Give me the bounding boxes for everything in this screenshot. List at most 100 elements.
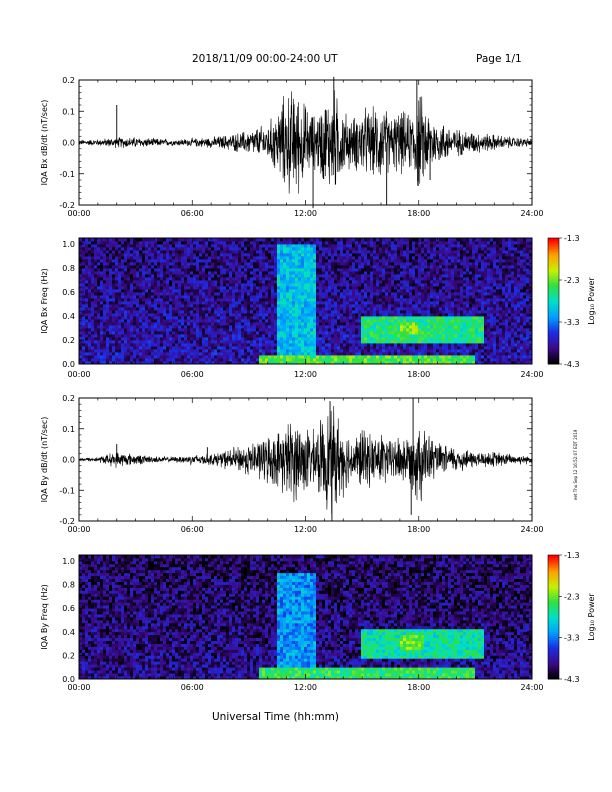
heatmap-cell [130, 304, 134, 308]
heatmap-cell [229, 358, 233, 362]
heatmap-cell [154, 256, 158, 260]
heatmap-cell [346, 298, 350, 302]
heatmap-cell [325, 325, 329, 329]
heatmap-cell [196, 322, 200, 326]
heatmap-cell [130, 307, 134, 311]
heatmap-cell [430, 352, 434, 356]
heatmap-cell [388, 334, 392, 338]
heatmap-cell [229, 283, 233, 287]
heatmap-cell [418, 358, 422, 362]
heatmap-cell [319, 325, 323, 329]
heatmap-cell [244, 262, 248, 266]
heatmap-cell [367, 268, 371, 272]
heatmap-cell [181, 268, 185, 272]
heatmap-cell [394, 325, 398, 329]
heatmap-cell [196, 301, 200, 305]
heatmap-cell [208, 253, 212, 257]
heatmap-cell [235, 319, 239, 323]
heatmap-cell [85, 313, 89, 317]
heatmap-cell [427, 277, 431, 281]
heatmap-cell [364, 358, 368, 362]
heatmap-cell [334, 349, 338, 353]
heatmap-cell [160, 280, 164, 284]
heatmap-cell [136, 328, 140, 332]
heatmap-cell [262, 307, 266, 311]
heatmap-cell [265, 277, 269, 281]
heatmap-cell [148, 286, 152, 290]
heatmap-cell [127, 259, 131, 263]
heatmap-cell [271, 259, 275, 263]
heatmap-cell [241, 310, 245, 314]
heatmap-cell [118, 304, 122, 308]
heatmap-cell [220, 325, 224, 329]
heatmap-cell [100, 250, 104, 254]
heatmap-cell [376, 316, 380, 320]
heatmap-cell [229, 256, 233, 260]
heatmap-cell [88, 295, 92, 299]
heatmap-cell [418, 262, 422, 266]
heatmap-cell [151, 274, 155, 278]
heatmap-cell [115, 268, 119, 272]
heatmap-cell [109, 322, 113, 326]
heatmap-cell [316, 250, 320, 254]
heatmap-cell [82, 325, 86, 329]
heatmap-cell [97, 334, 101, 338]
heatmap-cell [151, 286, 155, 290]
heatmap-cell [250, 352, 254, 356]
heatmap-cell [178, 289, 182, 293]
heatmap-cell [394, 316, 398, 320]
heatmap-cell [388, 238, 392, 242]
heatmap-cell [385, 298, 389, 302]
heatmap-cell [391, 304, 395, 308]
heatmap-cell [268, 358, 272, 362]
heatmap-cell [229, 361, 233, 365]
heatmap-cell [250, 331, 254, 335]
heatmap-cell [181, 334, 185, 338]
heatmap-cell [151, 238, 155, 242]
heatmap-cell [202, 334, 206, 338]
heatmap-cell [133, 253, 137, 257]
heatmap-cell [343, 280, 347, 284]
heatmap-cell [268, 253, 272, 257]
heatmap-cell [364, 313, 368, 317]
heatmap-cell [394, 262, 398, 266]
heatmap-cell [346, 274, 350, 278]
heatmap-cell [187, 238, 191, 242]
heatmap-cell [136, 319, 140, 323]
heatmap-cell [97, 337, 101, 341]
heatmap-cell [79, 328, 83, 332]
heatmap-cell [139, 334, 143, 338]
heatmap-cell [358, 307, 362, 311]
heatmap-cell [292, 259, 296, 263]
heatmap-cell [223, 337, 227, 341]
heatmap-cell [250, 346, 254, 350]
heatmap-cell [127, 355, 131, 359]
heatmap-cell [235, 301, 239, 305]
heatmap-cell [214, 304, 218, 308]
heatmap-cell [310, 349, 314, 353]
heatmap-cell [304, 322, 308, 326]
heatmap-cell [334, 328, 338, 332]
heatmap-cell [334, 238, 338, 242]
heatmap-cell [406, 331, 410, 335]
heatmap-cell [118, 253, 122, 257]
heatmap-cell [118, 316, 122, 320]
heatmap-cell [169, 334, 173, 338]
heatmap-cell [232, 328, 236, 332]
heatmap-cell [157, 316, 161, 320]
heatmap-cell [238, 277, 242, 281]
heatmap-cell [229, 325, 233, 329]
heatmap-cell [334, 310, 338, 314]
heatmap-cell [325, 283, 329, 287]
heatmap-cell [382, 340, 386, 344]
heatmap-cell [211, 304, 215, 308]
heatmap-cell [124, 328, 128, 332]
heatmap-cell [124, 259, 128, 263]
heatmap-cell [169, 301, 173, 305]
heatmap-cell [253, 238, 257, 242]
heatmap-cell [169, 349, 173, 353]
heatmap-cell [106, 349, 110, 353]
heatmap-cell [415, 301, 419, 305]
heatmap-cell [94, 334, 98, 338]
heatmap-cell [241, 295, 245, 299]
